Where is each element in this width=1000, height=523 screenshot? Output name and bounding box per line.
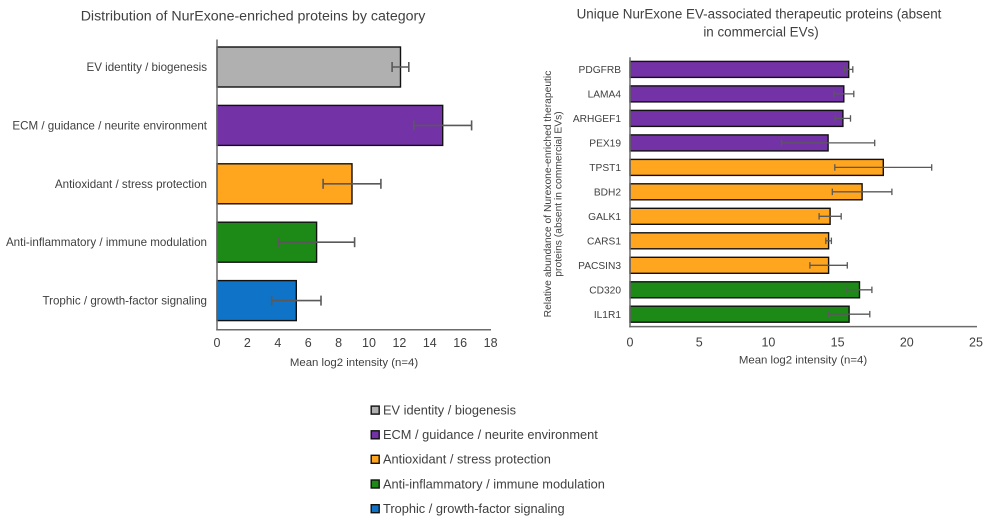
- svg-text:EV identity / biogenesis: EV identity / biogenesis: [383, 403, 516, 418]
- svg-text:PDGFRB: PDGFRB: [579, 65, 622, 76]
- svg-text:25: 25: [969, 336, 983, 350]
- svg-text:PEX19: PEX19: [589, 139, 621, 150]
- svg-text:ARHGEF1: ARHGEF1: [573, 114, 621, 125]
- svg-text:in commercial EVs): in commercial EVs): [703, 25, 818, 40]
- svg-text:LAMA4: LAMA4: [588, 90, 622, 101]
- svg-text:Trophic / growth-factor signal: Trophic / growth-factor signaling: [42, 295, 207, 308]
- svg-text:5: 5: [696, 336, 703, 350]
- svg-text:4: 4: [274, 336, 281, 350]
- svg-text:IL1R1: IL1R1: [594, 310, 622, 321]
- svg-text:Anti-inflammatory / immune mod: Anti-inflammatory / immune modulation: [383, 476, 605, 491]
- svg-text:8: 8: [335, 336, 342, 350]
- svg-text:0: 0: [627, 336, 634, 350]
- svg-text:CD320: CD320: [589, 286, 621, 297]
- svg-text:ECM / guidance / neurite envir: ECM / guidance / neurite environment: [12, 119, 207, 132]
- svg-text:ECM / guidance / neurite envir: ECM / guidance / neurite environment: [383, 427, 598, 442]
- svg-text:10: 10: [362, 336, 376, 350]
- svg-text:18: 18: [484, 336, 498, 350]
- svg-text:Distribution of NurExone-enric: Distribution of NurExone-enriched protei…: [81, 9, 427, 25]
- svg-text:14: 14: [423, 336, 437, 350]
- svg-text:Unique NurExone EV-associated: Unique NurExone EV-associated therapeuti…: [577, 7, 942, 22]
- svg-text:12: 12: [392, 336, 406, 350]
- svg-text:TPST1: TPST1: [589, 163, 621, 174]
- svg-text:15: 15: [831, 336, 845, 350]
- svg-text:Anti-inflammatory / immune mod: Anti-inflammatory / immune modulation: [6, 236, 207, 249]
- svg-text:6: 6: [305, 336, 312, 350]
- svg-text:Trophic / growth-factor signal: Trophic / growth-factor signaling: [383, 501, 565, 516]
- svg-text:2: 2: [244, 336, 251, 350]
- svg-text:BDH2: BDH2: [594, 188, 622, 199]
- svg-text:Mean log2 intensity (n=4): Mean log2 intensity (n=4): [290, 357, 418, 369]
- svg-text:Antioxidant / stress protectio: Antioxidant / stress protection: [55, 178, 207, 191]
- svg-text:GALK1: GALK1: [588, 212, 621, 223]
- svg-text:Relative abundance of Nurexone: Relative abundance of Nurexone-enriched …: [543, 71, 554, 318]
- svg-text:CARS1: CARS1: [587, 237, 621, 248]
- svg-text:EV identity / biogenesis: EV identity / biogenesis: [86, 61, 207, 74]
- svg-text:16: 16: [453, 336, 467, 350]
- svg-text:Antioxidant / stress protectio: Antioxidant / stress protection: [383, 452, 551, 467]
- svg-text:10: 10: [761, 336, 775, 350]
- svg-text:proteins (absent in commercial: proteins (absent in commercial EVs): [553, 111, 564, 276]
- svg-text:0: 0: [214, 336, 221, 350]
- svg-text:Mean log2 intensity (n=4): Mean log2 intensity (n=4): [739, 355, 867, 367]
- svg-text:PACSIN3: PACSIN3: [578, 261, 621, 272]
- svg-text:20: 20: [900, 336, 914, 350]
